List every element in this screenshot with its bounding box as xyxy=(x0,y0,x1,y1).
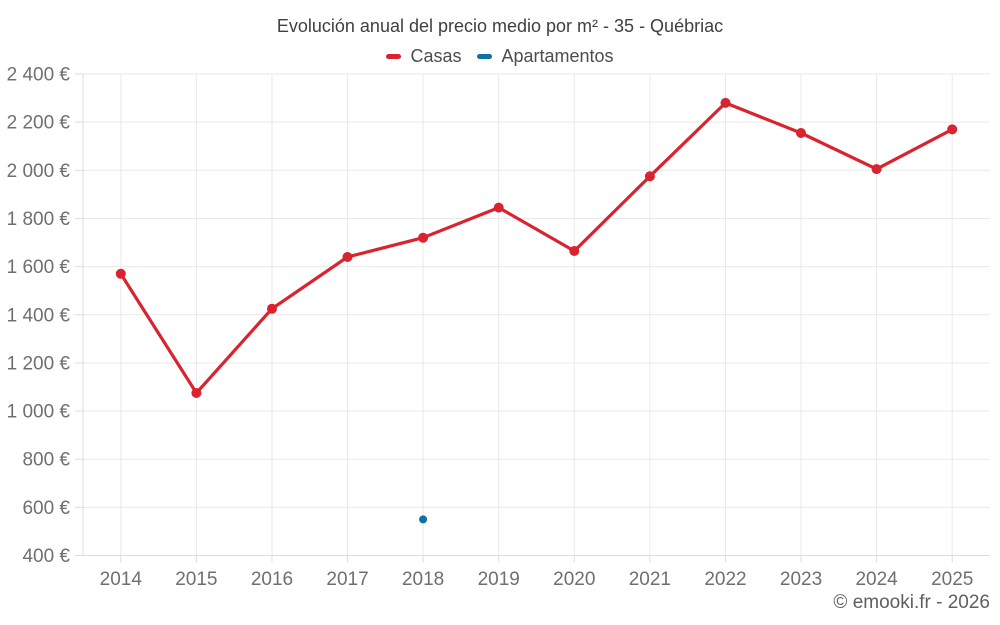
copyright-credit: © emooki.fr - 2026 xyxy=(833,592,990,613)
chart-title: Evolución anual del precio medio por m² … xyxy=(276,16,724,36)
y-tick-label: 2 000 € xyxy=(7,161,71,182)
casas-point-2019 xyxy=(493,202,504,213)
y-tick-label: 400 € xyxy=(22,546,70,567)
x-tick-label: 2019 xyxy=(478,569,520,590)
casas-point-2025 xyxy=(947,124,958,135)
casas-point-2022 xyxy=(720,97,731,108)
apartamentos-series-swatch-icon xyxy=(477,53,493,59)
casas-point-2023 xyxy=(796,128,806,138)
y-tick-label: 1 600 € xyxy=(7,257,71,278)
casas-series-swatch-icon xyxy=(386,53,402,59)
casas-point-2024 xyxy=(871,164,882,175)
y-tick-label: 600 € xyxy=(22,498,70,519)
legend-item-apartamentos[interactable]: Apartamentos xyxy=(477,45,614,67)
legend-item-casas[interactable]: Casas xyxy=(386,46,461,67)
y-tick-label: 2 200 € xyxy=(7,113,71,134)
x-tick-label: 2014 xyxy=(100,569,143,590)
x-tick-label: 2021 xyxy=(629,569,671,590)
x-tick-label: 2024 xyxy=(855,569,898,590)
casas-point-2017 xyxy=(342,252,353,262)
x-tick-label: 2017 xyxy=(326,569,368,590)
y-tick-label: 1 000 € xyxy=(7,402,71,423)
apartamentos-point-2018 xyxy=(419,515,428,524)
x-tick-label: 2025 xyxy=(931,569,973,590)
x-tick-label: 2022 xyxy=(704,569,746,590)
x-tick-label: 2015 xyxy=(175,569,217,590)
casas-point-2015 xyxy=(191,388,202,398)
y-tick-label: 2 400 € xyxy=(7,65,71,86)
casas-point-2020 xyxy=(569,246,580,256)
x-tick-label: 2020 xyxy=(553,569,595,590)
legend: Casas Apartamentos xyxy=(0,44,1000,68)
y-tick-label: 800 € xyxy=(22,450,70,471)
x-tick-label: 2023 xyxy=(780,569,822,590)
y-tick-label: 1 200 € xyxy=(7,353,71,374)
casas-point-2014 xyxy=(115,268,126,279)
casas-point-2021 xyxy=(644,171,655,182)
y-tick-label: 1 800 € xyxy=(7,209,71,230)
apartamentos-legend-label: Apartamentos xyxy=(501,45,614,66)
x-tick-label: 2016 xyxy=(251,569,293,590)
x-tick-label: 2018 xyxy=(402,569,444,590)
casas-line xyxy=(119,101,954,395)
y-tick-label: 1 400 € xyxy=(7,305,71,326)
casas-legend-label: Casas xyxy=(410,45,462,66)
casas-point-2018 xyxy=(418,232,429,243)
casas-point-2016 xyxy=(267,303,277,314)
